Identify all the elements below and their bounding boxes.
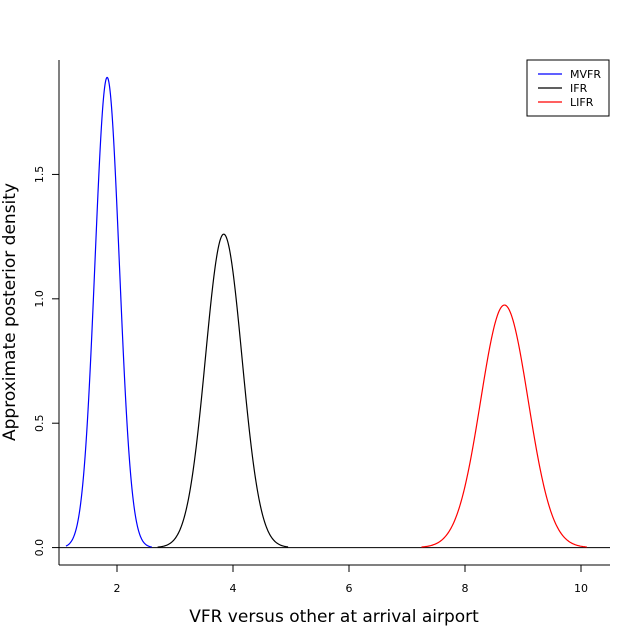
series-line-mvfr — [65, 76, 152, 548]
x-ticks: 2 4 6 8 10 — [114, 565, 588, 595]
legend-label-lifr: LIFR — [570, 96, 594, 109]
series-line-lifr — [421, 304, 587, 548]
y-tick-label: 1.5 — [33, 166, 46, 184]
x-tick-label: 10 — [574, 582, 588, 595]
y-tick-label: 0.5 — [33, 414, 46, 432]
x-tick-label: 2 — [114, 582, 121, 595]
series-line-ifr — [157, 233, 289, 548]
axes — [58, 60, 610, 566]
x-axis-title: VFR versus other at arrival airport — [189, 607, 479, 627]
y-tick-label: 0.0 — [33, 539, 46, 557]
y-axis-title: Approximate posterior density — [0, 183, 20, 441]
legend-label-ifr: IFR — [570, 82, 588, 95]
y-ticks: 0.0 0.5 1.0 1.5 — [33, 166, 59, 557]
x-tick-label: 4 — [230, 582, 237, 595]
density-curves — [65, 76, 587, 548]
x-tick-label: 6 — [346, 582, 353, 595]
legend-label-mvfr: MVFR — [570, 68, 601, 81]
x-tick-label: 8 — [462, 582, 469, 595]
y-tick-label: 1.0 — [33, 290, 46, 308]
